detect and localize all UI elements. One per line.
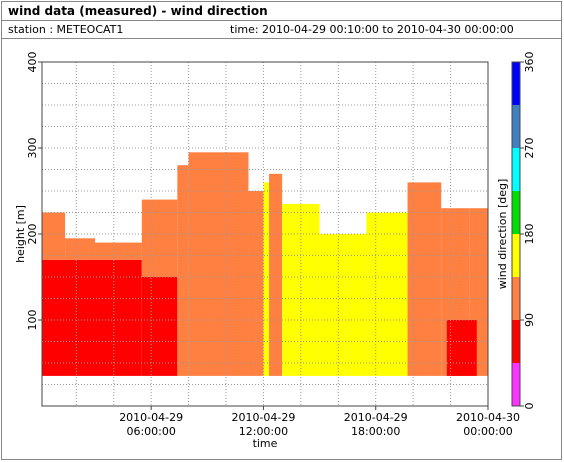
x-tick-label: 2010-04-29 12:00:00 xyxy=(231,411,296,438)
y-tick-label: 100 xyxy=(26,310,39,331)
cell-block xyxy=(188,152,249,376)
y-tick-label: 300 xyxy=(26,138,39,159)
colorbar-label: wind direction [deg] xyxy=(496,179,509,290)
cell-block xyxy=(366,212,408,376)
x-tick-label: 2010-04-29 06:00:00 xyxy=(119,411,184,438)
y-tick-label: 400 xyxy=(26,52,39,73)
cell-block xyxy=(248,191,264,376)
cell-block xyxy=(407,182,442,376)
y-axis-label: height [m] xyxy=(14,205,27,263)
colorbar-tick-label: 0 xyxy=(523,403,536,410)
colorbar-band xyxy=(512,234,520,277)
cell-block xyxy=(42,212,66,260)
station: station : METEOCAT1 xyxy=(8,23,123,36)
cell-block xyxy=(65,238,96,260)
cell-block xyxy=(319,234,367,376)
colorbar-band xyxy=(512,320,520,363)
colorbar-band xyxy=(512,148,520,191)
colorbar-band xyxy=(512,105,520,148)
colorbar-band xyxy=(512,277,520,320)
title: wind data (measured) - wind direction xyxy=(8,4,268,18)
cell-block xyxy=(263,182,270,376)
colorbar-tick-label: 360 xyxy=(523,52,536,73)
cell-block xyxy=(141,199,178,277)
cell-block xyxy=(141,277,178,376)
cell-block xyxy=(446,320,477,376)
colorbar-tick-label: 270 xyxy=(523,138,536,159)
x-tick-label: 2010-04-30 00:00:00 xyxy=(456,411,520,438)
colorbar-band xyxy=(512,62,520,105)
cell-block xyxy=(42,259,142,376)
y-tick-label: 200 xyxy=(26,224,39,245)
colorbar-band xyxy=(512,363,520,406)
cell-block xyxy=(177,165,189,376)
x-axis-label: time xyxy=(253,437,278,450)
cell-block xyxy=(269,173,283,376)
cell-block xyxy=(95,242,142,260)
colorbar-tick-label: 90 xyxy=(523,313,536,327)
time-range: time: 2010-04-29 00:10:00 to 2010-04-30 … xyxy=(230,23,514,36)
x-tick-label: 2010-04-29 18:00:00 xyxy=(343,411,408,438)
colorbar-tick-label: 180 xyxy=(523,224,536,245)
colorbar-band xyxy=(512,191,520,234)
